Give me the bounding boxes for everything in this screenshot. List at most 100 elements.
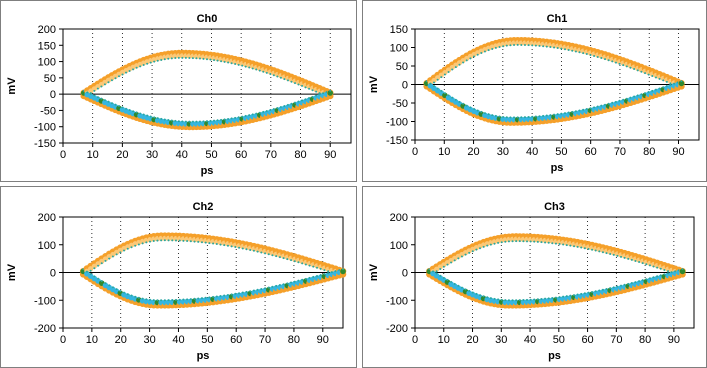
- eye-marker: [311, 89, 314, 92]
- eye-marker: [297, 279, 300, 282]
- eye-marker: [226, 244, 229, 247]
- eye-marker: [186, 298, 189, 301]
- eye-marker: [265, 109, 268, 112]
- y-axis-label: mV: [6, 77, 18, 95]
- eye-marker: [476, 109, 479, 112]
- eye-marker: [184, 56, 187, 59]
- eye-marker: [290, 80, 293, 83]
- eye-marker: [587, 291, 590, 294]
- x-tick-label: 10: [86, 334, 98, 346]
- x-tick-label: 0: [412, 146, 418, 158]
- eye-marker: [167, 119, 170, 122]
- eye-marker: [583, 292, 586, 295]
- eye-marker: [251, 113, 254, 116]
- eye-marker: [319, 274, 322, 277]
- eye-marker: [275, 255, 278, 258]
- eye-marker: [540, 241, 543, 244]
- eye-marker: [578, 109, 581, 112]
- eye-marker: [507, 240, 510, 243]
- eye-marker: [327, 272, 330, 275]
- eye-marker: [560, 47, 563, 50]
- eye-marker: [156, 299, 159, 302]
- eye-marker: [128, 69, 131, 72]
- eye-marker: [665, 80, 668, 83]
- eye-marker: [549, 46, 552, 49]
- eye-marker: [447, 70, 450, 73]
- eye-marker: [678, 80, 685, 87]
- eye-marker: [553, 113, 556, 116]
- eye-marker: [669, 82, 672, 85]
- eye-marker: [500, 241, 503, 244]
- eye-marker: [571, 49, 574, 52]
- eye-marker: [197, 240, 200, 243]
- eye-marker: [465, 104, 468, 107]
- eye-marker: [160, 117, 163, 120]
- eye-marker: [234, 63, 237, 66]
- eye-marker: [237, 63, 240, 66]
- eye-marker: [146, 114, 149, 117]
- eye-marker: [681, 268, 684, 271]
- eye-marker: [202, 120, 205, 123]
- x-tick-label: 40: [176, 149, 188, 161]
- eye-marker: [547, 297, 550, 300]
- eye-marker: [174, 119, 177, 122]
- eye-marker: [97, 264, 100, 267]
- eye-marker: [545, 45, 548, 48]
- eye-marker: [230, 117, 233, 120]
- eye-marker: [181, 120, 184, 123]
- eye-marker: [554, 296, 557, 299]
- eye-marker: [497, 241, 500, 244]
- eye-marker: [95, 261, 101, 267]
- eye-marker: [429, 82, 432, 85]
- eye-marker: [137, 243, 140, 246]
- eye-marker: [297, 261, 300, 264]
- eye-marker: [100, 85, 103, 88]
- x-tick-label: 10: [438, 146, 450, 158]
- eye-marker: [282, 283, 285, 286]
- eye-marker: [498, 115, 501, 118]
- eye-markers: [423, 36, 685, 126]
- eye-marker: [607, 102, 610, 105]
- eye-marker: [146, 62, 149, 65]
- eye-marker: [208, 296, 211, 299]
- eye-marker: [230, 293, 233, 296]
- eye-marker: [565, 295, 568, 298]
- eye-marker: [471, 291, 474, 294]
- eye-marker: [111, 286, 114, 289]
- eye-marker: [645, 278, 648, 281]
- eye-marker: [464, 253, 467, 256]
- eye-marker: [435, 75, 441, 81]
- x-tick-label: 60: [230, 334, 242, 346]
- eye-marker: [529, 240, 532, 243]
- x-tick-label: 0: [60, 334, 66, 346]
- chart-panel-ch2: 0 10 20 30 40 50 60 70 80 90 200 100 0 -100 -200 Ch2 ps m…: [0, 186, 357, 368]
- eye-marker: [141, 297, 144, 300]
- eye-marker: [451, 96, 454, 99]
- x-axis: 0 10 20 30 40 50 60 70 80 90: [60, 328, 329, 346]
- eye-marker: [126, 293, 129, 296]
- eye-marker: [223, 294, 226, 297]
- eye-marker: [435, 272, 438, 275]
- eye-marker: [450, 280, 453, 283]
- eye-marker: [618, 62, 621, 65]
- eye-marker: [91, 263, 97, 269]
- eye-marker: [323, 273, 326, 276]
- eye-marker: [245, 248, 248, 251]
- eye-marker: [511, 240, 514, 243]
- chart-panel-ch3: 0 10 20 30 40 50 60 70 80 90 200 100 0 -100 -200 Ch3 ps m…: [362, 186, 707, 368]
- eye-marker: [107, 81, 110, 84]
- eye-marker: [275, 284, 278, 287]
- x-tick-label: 30: [497, 146, 509, 158]
- eye-marker: [526, 240, 529, 243]
- eye-marker: [134, 295, 137, 298]
- eye-marker: [591, 248, 594, 251]
- eye-marker: [100, 97, 103, 100]
- eye-marker: [286, 103, 289, 106]
- eye-marker: [526, 298, 529, 301]
- y-tick-label: 200: [38, 212, 56, 224]
- eye-marker: [549, 114, 552, 117]
- eye-marker: [244, 114, 247, 117]
- eye-marker: [206, 58, 208, 61]
- eye-marker: [167, 299, 170, 302]
- eye-marker: [276, 107, 279, 110]
